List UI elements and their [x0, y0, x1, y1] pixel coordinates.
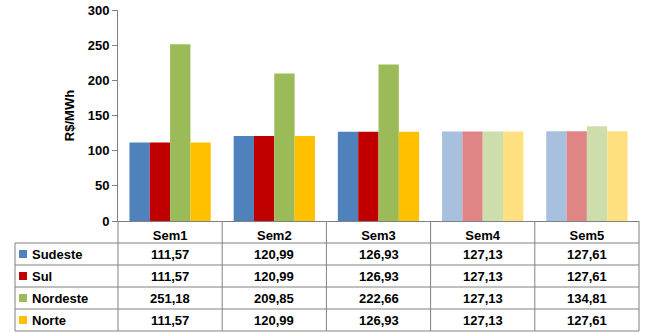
- svg-text:250: 250: [88, 38, 110, 53]
- svg-text:120,99: 120,99: [254, 247, 294, 262]
- svg-text:126,93: 126,93: [359, 269, 399, 284]
- svg-text:111,57: 111,57: [151, 247, 189, 262]
- svg-text:127,13: 127,13: [463, 291, 503, 306]
- svg-text:209,85: 209,85: [254, 291, 294, 306]
- svg-text:126,93: 126,93: [359, 313, 399, 328]
- svg-text:Sem1: Sem1: [153, 228, 188, 243]
- svg-text:Sul: Sul: [32, 269, 52, 284]
- svg-text:127,13: 127,13: [463, 247, 503, 262]
- svg-text:Sem3: Sem3: [361, 228, 396, 243]
- svg-text:134,81: 134,81: [567, 291, 607, 306]
- svg-text:0: 0: [102, 214, 109, 229]
- svg-text:R$/MWh: R$/MWh: [62, 90, 77, 141]
- svg-text:Sem4: Sem4: [465, 228, 500, 243]
- svg-text:50: 50: [95, 178, 109, 193]
- svg-text:127,61: 127,61: [567, 247, 607, 262]
- svg-text:100: 100: [88, 143, 110, 158]
- svg-text:127,13: 127,13: [463, 313, 503, 328]
- svg-text:127,61: 127,61: [567, 313, 607, 328]
- svg-text:200: 200: [88, 73, 110, 88]
- svg-text:Nordeste: Nordeste: [32, 291, 88, 306]
- svg-text:111,57: 111,57: [151, 269, 189, 284]
- svg-text:126,93: 126,93: [359, 247, 399, 262]
- svg-text:120,99: 120,99: [254, 313, 294, 328]
- svg-text:127,13: 127,13: [463, 269, 503, 284]
- svg-text:251,18: 251,18: [150, 291, 190, 306]
- svg-text:222,66: 222,66: [359, 291, 399, 306]
- svg-text:Sudeste: Sudeste: [32, 247, 83, 262]
- svg-text:300: 300: [88, 3, 110, 18]
- svg-text:120,99: 120,99: [254, 269, 294, 284]
- svg-text:127,61: 127,61: [567, 269, 607, 284]
- svg-text:150: 150: [88, 108, 110, 123]
- svg-text:Sem5: Sem5: [570, 228, 605, 243]
- svg-text:Sem2: Sem2: [257, 228, 292, 243]
- svg-text:Norte: Norte: [32, 313, 66, 328]
- svg-text:111,57: 111,57: [151, 313, 189, 328]
